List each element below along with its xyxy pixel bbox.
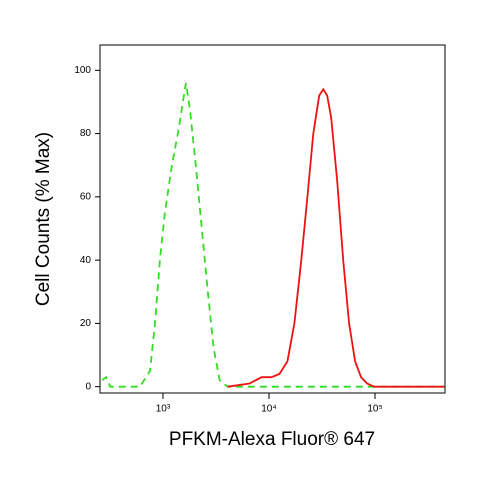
y-tick-label: 40 [80,255,92,266]
x-axis-label: PFKM-Alexa Fluor® 647 [169,429,375,450]
y-axis-label: Cell Counts (% Max) [33,132,54,306]
series-line [227,87,445,388]
series-line [101,82,445,388]
y-tick-label: 20 [80,318,92,329]
y-tick-label: 80 [80,128,92,139]
x-tick-label: 10⁵ [367,404,382,415]
x-tick-label: 10³ [156,404,171,415]
plot-frame [99,44,446,394]
y-tick-label: 0 [85,381,91,392]
y-tick-label: 100 [74,65,91,76]
y-tick-label: 60 [80,191,92,202]
x-tick-label: 10⁴ [261,404,276,415]
